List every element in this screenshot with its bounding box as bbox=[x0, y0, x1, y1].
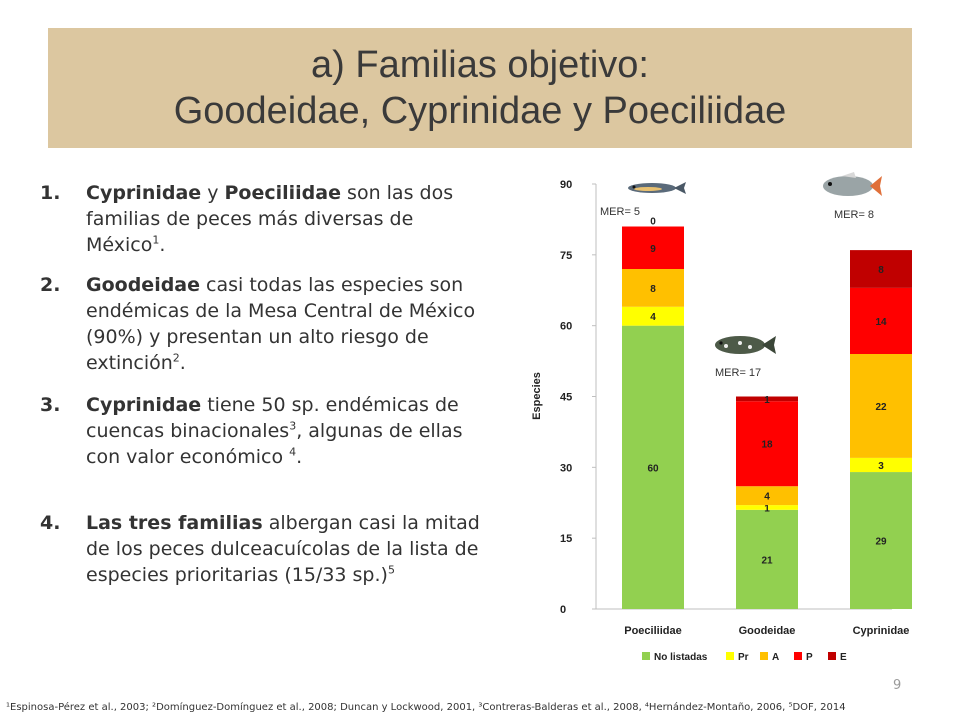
bar-segment bbox=[850, 472, 912, 609]
title-line-2: Goodeidae, Cyprinidae y Poeciliidae bbox=[173, 90, 787, 132]
data-label: 18 bbox=[761, 440, 773, 451]
legend-swatch bbox=[760, 652, 768, 660]
legend-label: No listadas bbox=[654, 652, 708, 663]
citation: 3 bbox=[289, 419, 297, 433]
emphasis: Goodeidae bbox=[86, 274, 201, 296]
legend-swatch bbox=[642, 652, 650, 660]
citation: 4 bbox=[289, 445, 297, 459]
bar-segment bbox=[736, 505, 798, 510]
text: son las dos familias de peces más divers… bbox=[86, 182, 454, 256]
mer-annotation: MER= 5 bbox=[600, 206, 640, 218]
text: . bbox=[296, 446, 303, 468]
data-label: 3 bbox=[878, 461, 884, 472]
legend-label: Pr bbox=[738, 652, 749, 663]
text: casi todas las especies son endémicas de… bbox=[86, 274, 476, 374]
x-tick-label: Cyprinidae bbox=[853, 625, 910, 637]
data-label: 1 bbox=[764, 395, 770, 406]
legend-label: A bbox=[772, 652, 779, 663]
data-label: 60 bbox=[647, 463, 659, 474]
text: tiene 50 sp. endémicas de cuencas binaci… bbox=[86, 394, 459, 442]
bar-segment bbox=[850, 354, 912, 458]
data-label: 21 bbox=[761, 555, 773, 566]
bar-segment bbox=[736, 401, 798, 487]
x-tick-label: Goodeidae bbox=[739, 625, 796, 637]
references: ¹Espinosa-Pérez et al., 2003; ²Domínguez… bbox=[6, 702, 846, 713]
mer-annotation: MER= 17 bbox=[715, 367, 761, 379]
bar-segment bbox=[736, 396, 798, 402]
bar-segment bbox=[850, 287, 912, 354]
title-line-1: a) Familias objetivo: bbox=[311, 44, 649, 86]
bar-segment bbox=[736, 486, 798, 506]
list-item: 1. Cyprinidae y Poeciliidae son las dos … bbox=[40, 180, 480, 258]
legend-label: P bbox=[806, 652, 813, 663]
data-label: 14 bbox=[875, 317, 887, 328]
mer-annotation: MER= 8 bbox=[834, 209, 874, 221]
bar-segment bbox=[850, 457, 912, 473]
fish-icon bbox=[715, 336, 776, 354]
emphasis: Poeciliidae bbox=[224, 182, 342, 204]
data-label: 4 bbox=[650, 312, 656, 323]
list-number: 4. bbox=[40, 512, 61, 534]
citation: 2 bbox=[172, 351, 180, 365]
list-number: 2. bbox=[40, 274, 61, 296]
emphasis: Cyprinidae bbox=[86, 394, 202, 416]
text: . bbox=[179, 352, 186, 374]
text: . bbox=[159, 234, 166, 256]
data-label: 0 bbox=[650, 217, 656, 228]
list-number: 3. bbox=[40, 394, 61, 416]
data-label: 9 bbox=[650, 244, 656, 255]
text: , algunas de ellas con valor económico bbox=[86, 420, 463, 468]
bar-segment bbox=[622, 325, 684, 609]
legend-swatch bbox=[794, 652, 802, 660]
list-item: 4. Las tres familias albergan casi la mi… bbox=[40, 510, 480, 588]
data-label: 1 bbox=[764, 503, 770, 514]
emphasis: Las tres familias bbox=[86, 512, 263, 534]
legend-swatch bbox=[726, 652, 734, 660]
data-label: 8 bbox=[878, 265, 884, 276]
citation: 5 bbox=[387, 563, 395, 577]
legend-label: E bbox=[840, 652, 847, 663]
y-tick-label: 0 bbox=[560, 604, 566, 616]
bar-segment bbox=[622, 226, 684, 269]
bullet-list: 1. Cyprinidae y Poeciliidae son las dos … bbox=[40, 180, 480, 588]
bar-segment bbox=[850, 250, 912, 288]
y-axis-title: Especies bbox=[531, 372, 543, 420]
data-label: 29 bbox=[875, 537, 887, 548]
text: albergan casi la mitad de los peces dulc… bbox=[86, 512, 480, 586]
bar-segment bbox=[622, 269, 684, 307]
data-label: 22 bbox=[875, 402, 887, 413]
title-band: a) Familias objetivo: Goodeidae, Cyprini… bbox=[48, 28, 912, 148]
bar-segment bbox=[622, 306, 684, 326]
emphasis: Cyprinidae bbox=[86, 182, 202, 204]
list-item: 3. Cyprinidae tiene 50 sp. endémicas de … bbox=[40, 392, 480, 470]
x-tick-label: Poeciliidae bbox=[624, 625, 681, 637]
y-tick-label: 75 bbox=[560, 250, 572, 262]
y-tick-label: 45 bbox=[560, 392, 572, 404]
page-number: 9 bbox=[893, 678, 902, 693]
data-label: 8 bbox=[650, 284, 656, 295]
data-label: 4 bbox=[764, 492, 770, 503]
y-tick-label: 60 bbox=[560, 321, 572, 333]
bar-segment bbox=[736, 509, 798, 609]
y-tick-label: 90 bbox=[560, 179, 572, 191]
list-item: 2. Goodeidae casi todas las especies son… bbox=[40, 272, 480, 376]
y-tick-label: 30 bbox=[560, 462, 572, 474]
species-chart: 0 15 30 45 60 75 90 60 4 8 9 0 21 1 4 18 1 29 3 22 14 8 Poec… bbox=[520, 170, 920, 670]
citation: 1 bbox=[152, 233, 160, 247]
text: y bbox=[201, 182, 225, 204]
legend-swatch bbox=[828, 652, 836, 660]
list-number: 1. bbox=[40, 182, 61, 204]
fish-icon bbox=[823, 172, 882, 196]
y-tick-label: 15 bbox=[560, 533, 572, 545]
fish-icon bbox=[628, 182, 686, 194]
